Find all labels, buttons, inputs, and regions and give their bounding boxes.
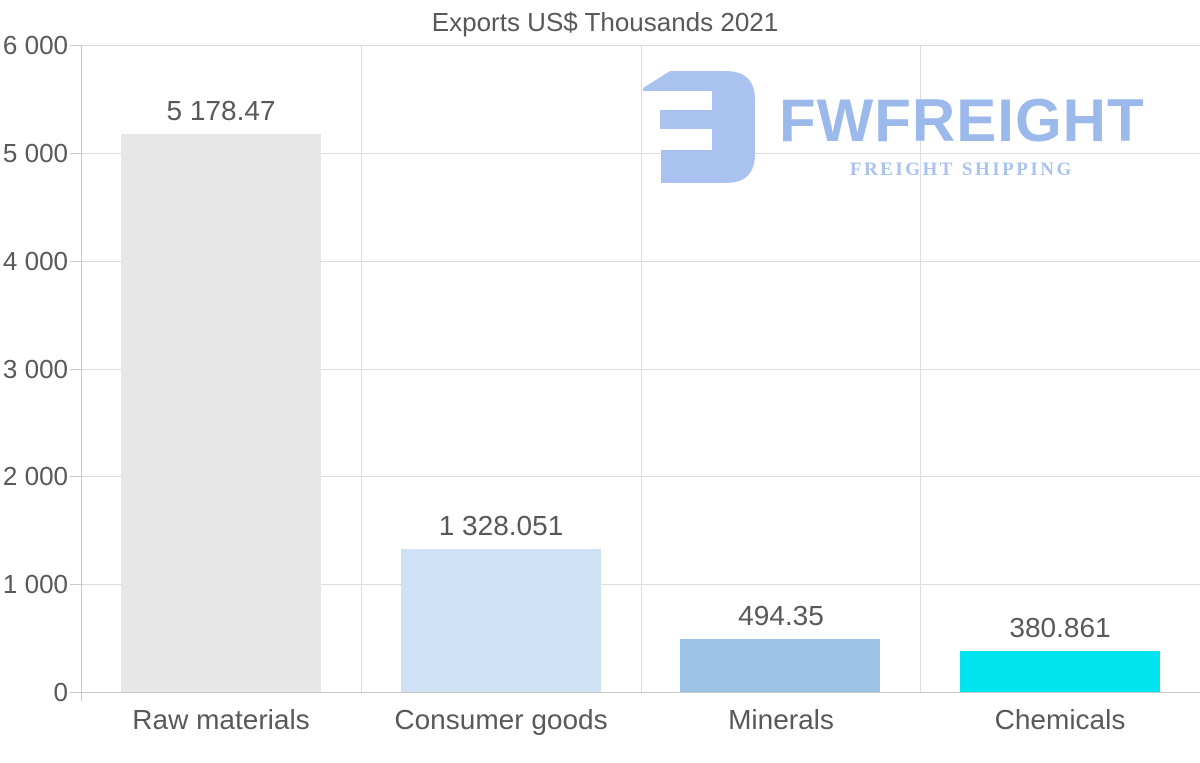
x-category-label: Consumer goods — [394, 704, 608, 735]
y-axis-tick — [70, 261, 81, 262]
bar-value-label: 1 328.051 — [438, 510, 564, 541]
x-category-label: Chemicals — [994, 704, 1126, 735]
x-category-label: Minerals — [728, 704, 834, 735]
y-tick-label: 2 000 — [2, 461, 68, 491]
bar-chemicals — [960, 651, 1160, 692]
logo-subtitle: FREIGHT SHIPPING — [849, 159, 1074, 180]
y-axis-line — [81, 45, 82, 701]
gridline-horizontal — [81, 261, 1200, 262]
brand-logo: FWFREIGHT FREIGHT SHIPPING — [643, 69, 1145, 183]
y-tick-label: 6 000 — [2, 30, 68, 60]
bar-consumer-goods — [401, 549, 601, 692]
y-axis-tick — [70, 692, 81, 693]
y-tick-label: 5 000 — [2, 138, 68, 168]
y-axis-tick — [70, 584, 81, 585]
bar-minerals — [680, 639, 880, 692]
bar-value-label: 494.35 — [738, 600, 824, 631]
chart-title: Exports US$ Thousands 2021 — [431, 7, 779, 37]
logo-wordmark: FWFREIGHT — [779, 87, 1145, 154]
x-category-label: Raw materials — [132, 704, 310, 735]
y-axis-tick — [70, 369, 81, 370]
bar-raw-materials — [121, 134, 321, 692]
gridline-horizontal — [81, 369, 1200, 370]
gridline-vertical — [361, 45, 362, 692]
gridline-horizontal — [81, 153, 1200, 154]
gridline-horizontal — [81, 584, 1200, 585]
logo-mark-icon — [643, 71, 755, 183]
gridline-horizontal — [81, 45, 1200, 46]
y-tick-label: 1 000 — [2, 569, 68, 599]
gridline-vertical — [920, 45, 921, 692]
gridline-horizontal — [81, 692, 1200, 693]
y-tick-label: 3 000 — [2, 354, 68, 384]
logo-text-block: FWFREIGHT FREIGHT SHIPPING — [779, 91, 1145, 183]
gridline-vertical — [641, 45, 642, 692]
y-tick-label: 4 000 — [2, 246, 68, 276]
bar-value-label: 5 178.47 — [166, 95, 276, 126]
y-axis-tick — [70, 45, 81, 46]
bar-value-label: 380.861 — [1009, 612, 1111, 643]
y-axis-tick — [70, 476, 81, 477]
gridline-horizontal — [81, 476, 1200, 477]
y-axis-tick — [70, 153, 81, 154]
y-tick-label: 0 — [53, 677, 68, 707]
